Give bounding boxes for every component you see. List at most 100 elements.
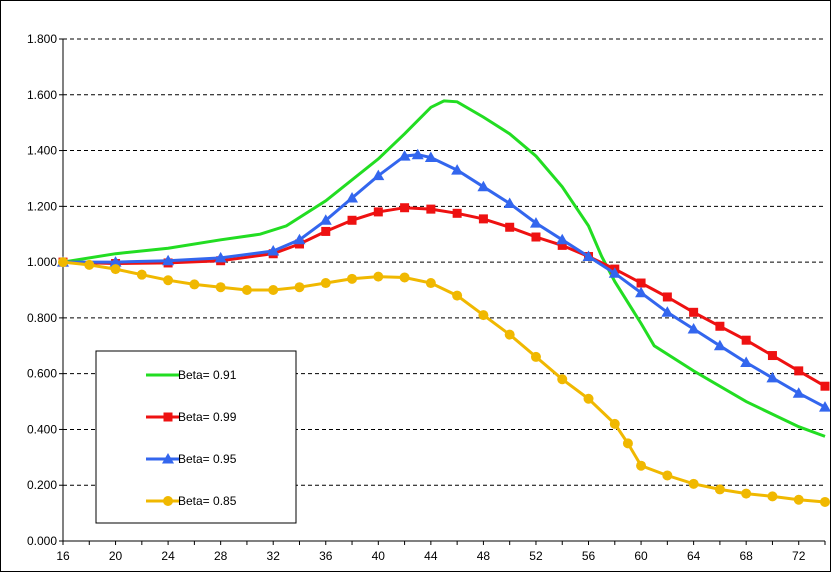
data-point-beta-085 <box>294 282 305 293</box>
y-tick-label: 0.000 <box>27 534 57 548</box>
y-tick-label: 0.200 <box>27 478 57 492</box>
data-point-beta-085 <box>136 269 147 280</box>
legend-label-beta-099: Beta= 0.99 <box>178 410 237 424</box>
data-point-beta-099 <box>767 351 777 361</box>
data-point-beta-085 <box>741 488 752 499</box>
data-point-beta-085 <box>189 279 200 290</box>
data-point-beta-095 <box>451 164 464 175</box>
data-point-beta-099 <box>452 208 462 218</box>
data-point-beta-095 <box>503 197 516 209</box>
data-point-beta-085 <box>530 351 541 362</box>
data-point-beta-085 <box>609 418 620 429</box>
data-point-beta-099 <box>794 366 804 376</box>
data-point-beta-095 <box>792 387 805 398</box>
data-point-beta-095 <box>319 214 332 225</box>
data-point-beta-095 <box>582 250 595 262</box>
x-tick-label: 16 <box>56 549 70 563</box>
data-point-beta-095 <box>109 256 122 267</box>
data-point-beta-095 <box>661 306 674 317</box>
data-point-beta-085 <box>268 285 279 295</box>
data-point-beta-095 <box>740 356 753 368</box>
data-point-beta-099 <box>715 321 725 331</box>
data-point-beta-095 <box>162 254 175 266</box>
x-tick-label: 24 <box>161 549 175 563</box>
y-tick-label: 1.800 <box>27 32 57 46</box>
x-tick-label: 28 <box>214 549 228 563</box>
data-point-beta-095 <box>267 244 280 256</box>
data-point-beta-085 <box>820 496 830 507</box>
x-tick-label: 40 <box>372 549 386 563</box>
data-point-beta-085 <box>320 278 331 289</box>
legend-marker-beta-095 <box>162 453 174 464</box>
legend-marker-beta-085 <box>163 496 173 506</box>
data-point-beta-099 <box>400 203 410 213</box>
y-tick-label: 1.400 <box>27 144 57 158</box>
data-point-beta-085 <box>662 470 673 481</box>
data-point-beta-095 <box>477 180 490 192</box>
data-point-beta-085 <box>373 271 384 282</box>
y-tick-label: 1.000 <box>27 255 57 269</box>
legend-box <box>95 350 297 524</box>
data-point-beta-095 <box>398 150 411 161</box>
x-tick-label: 44 <box>424 549 438 563</box>
data-point-beta-085 <box>425 278 436 289</box>
data-point-beta-085 <box>714 484 725 495</box>
data-point-beta-085 <box>84 259 95 270</box>
data-point-beta-095 <box>713 339 726 351</box>
data-point-beta-085 <box>557 374 568 385</box>
data-point-beta-085 <box>793 494 804 505</box>
x-tick-label: 60 <box>634 549 648 563</box>
data-point-beta-095 <box>608 267 621 278</box>
series-line-beta-091 <box>62 99 826 438</box>
legend-label-beta-091: Beta= 0.91 <box>178 368 237 382</box>
data-point-beta-099 <box>820 381 830 391</box>
data-point-beta-095 <box>529 217 542 228</box>
legend-marker-beta-099 <box>163 412 173 422</box>
legend-label-beta-095: Beta= 0.95 <box>178 452 237 466</box>
data-point-beta-085 <box>215 282 226 293</box>
data-point-beta-085 <box>478 310 489 321</box>
data-point-beta-085 <box>504 329 515 340</box>
x-tick-label: 32 <box>267 549 281 563</box>
x-tick-label: 52 <box>529 549 543 563</box>
x-tick-label: 72 <box>792 549 806 563</box>
data-point-beta-099 <box>662 292 672 302</box>
data-point-beta-095 <box>424 151 437 163</box>
data-point-beta-095 <box>372 169 385 181</box>
data-point-beta-095 <box>687 323 700 334</box>
data-point-beta-085 <box>452 290 463 301</box>
x-tick-label: 48 <box>477 549 491 563</box>
data-point-beta-095 <box>556 233 569 245</box>
legend-label-beta-085: Beta= 0.85 <box>178 494 237 508</box>
data-point-beta-085 <box>58 257 68 268</box>
data-point-beta-095 <box>819 401 830 412</box>
data-point-beta-085 <box>163 275 174 286</box>
y-tick-label: 1.200 <box>27 199 57 213</box>
x-tick-label: 64 <box>687 549 701 563</box>
y-tick-label: 0.600 <box>27 367 57 381</box>
data-point-beta-085 <box>636 460 647 471</box>
x-tick-label: 68 <box>739 549 753 563</box>
data-point-beta-085 <box>767 491 778 502</box>
data-point-beta-099 <box>557 240 567 250</box>
data-point-beta-085 <box>347 273 358 284</box>
data-point-beta-085 <box>583 393 594 404</box>
data-point-beta-099 <box>426 204 436 214</box>
data-point-beta-085 <box>399 272 410 283</box>
data-point-beta-095 <box>635 286 648 298</box>
x-tick-label: 20 <box>109 549 123 563</box>
y-tick-label: 1.600 <box>27 88 57 102</box>
x-tick-label: 56 <box>582 549 596 563</box>
data-point-beta-095 <box>346 191 359 203</box>
data-point-beta-099 <box>531 232 541 242</box>
y-tick-label: 0.400 <box>27 422 57 436</box>
data-point-beta-095 <box>293 233 306 245</box>
data-point-beta-099 <box>478 214 488 224</box>
data-point-beta-085 <box>688 478 699 489</box>
data-point-beta-099 <box>347 215 357 225</box>
data-point-beta-099 <box>321 226 331 236</box>
data-point-beta-085 <box>110 264 121 275</box>
data-point-beta-099 <box>636 278 646 288</box>
data-point-beta-099 <box>505 222 515 232</box>
